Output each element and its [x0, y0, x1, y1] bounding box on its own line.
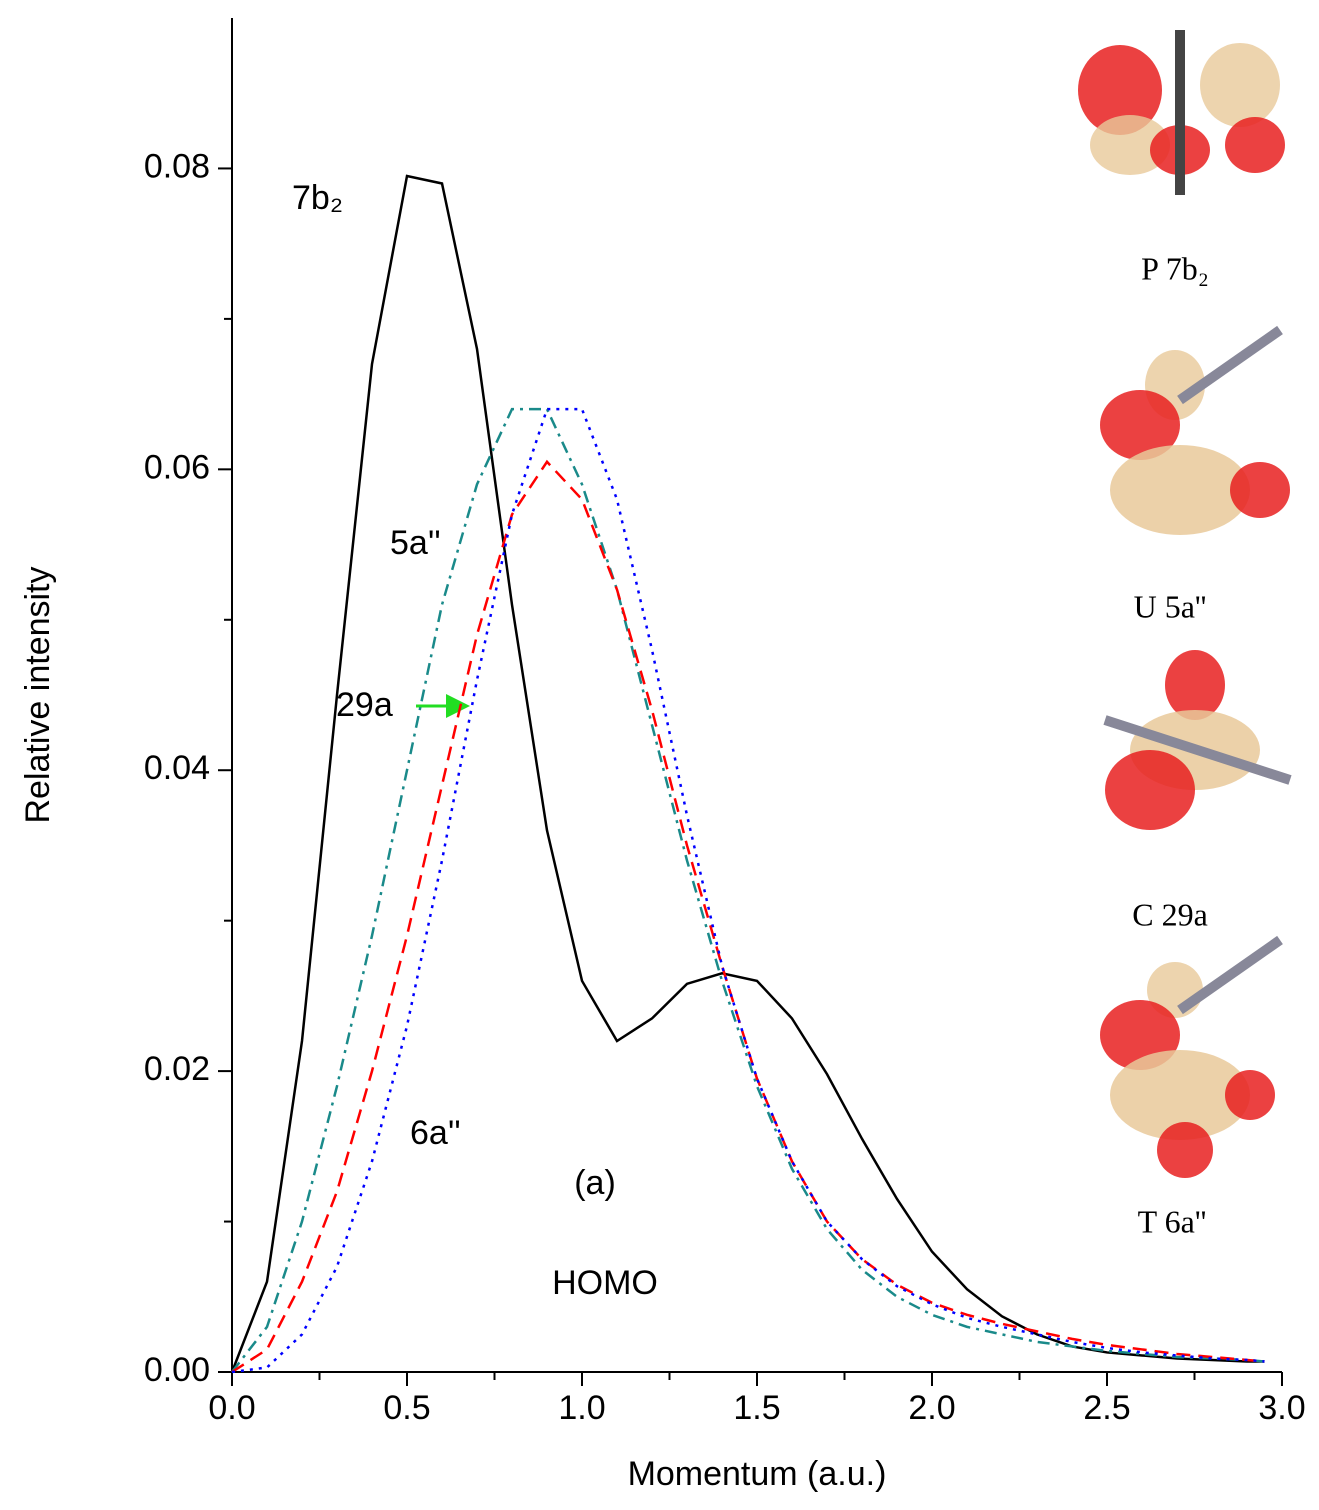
- orbital-label: T 6a'': [1138, 1203, 1207, 1239]
- y-tick-label: 0.02: [144, 1050, 210, 1088]
- x-tick-label: 3.0: [1258, 1389, 1305, 1427]
- annotation: HOMO: [552, 1264, 658, 1302]
- y-tick-label: 0.00: [144, 1351, 210, 1389]
- chart: Momentum (a.u.) Relative intensity (a) H…: [0, 0, 1319, 1510]
- orbital-label: U 5a'': [1134, 588, 1207, 624]
- x-tick-label: 2.5: [1083, 1389, 1130, 1427]
- page: Momentum (a.u.) Relative intensity (a) H…: [0, 0, 1319, 1510]
- data-line: [232, 409, 1265, 1372]
- series-label: 6a'': [410, 1114, 461, 1152]
- x-axis-title: Momentum (a.u.): [628, 1455, 887, 1493]
- series-label: 5a'': [390, 524, 441, 562]
- series-label: 7b₂: [292, 179, 343, 217]
- molecule-image: [1105, 650, 1290, 830]
- x-tick-label: 1.0: [558, 1389, 605, 1427]
- x-tick-label: 0.5: [383, 1389, 430, 1427]
- y-tick-label: 0.04: [144, 749, 210, 787]
- data-line: [232, 462, 1265, 1372]
- y-axis-title: Relative intensity: [19, 566, 57, 823]
- data-line: [232, 409, 1265, 1372]
- y-tick-label: 0.08: [144, 147, 210, 185]
- orbital-label: P 7b₂: [1141, 250, 1209, 286]
- x-tick-label: 2.0: [908, 1389, 955, 1427]
- x-tick-label: 0.0: [208, 1389, 255, 1427]
- orbital-label: C 29a: [1132, 896, 1208, 932]
- annotation: (a): [574, 1164, 616, 1202]
- series-label: 29a: [336, 686, 393, 724]
- molecule-image: [1100, 940, 1280, 1178]
- y-tick-label: 0.06: [144, 448, 210, 486]
- molecule-image: [1100, 330, 1290, 535]
- molecule-image: [1078, 30, 1285, 195]
- x-tick-label: 1.5: [733, 1389, 780, 1427]
